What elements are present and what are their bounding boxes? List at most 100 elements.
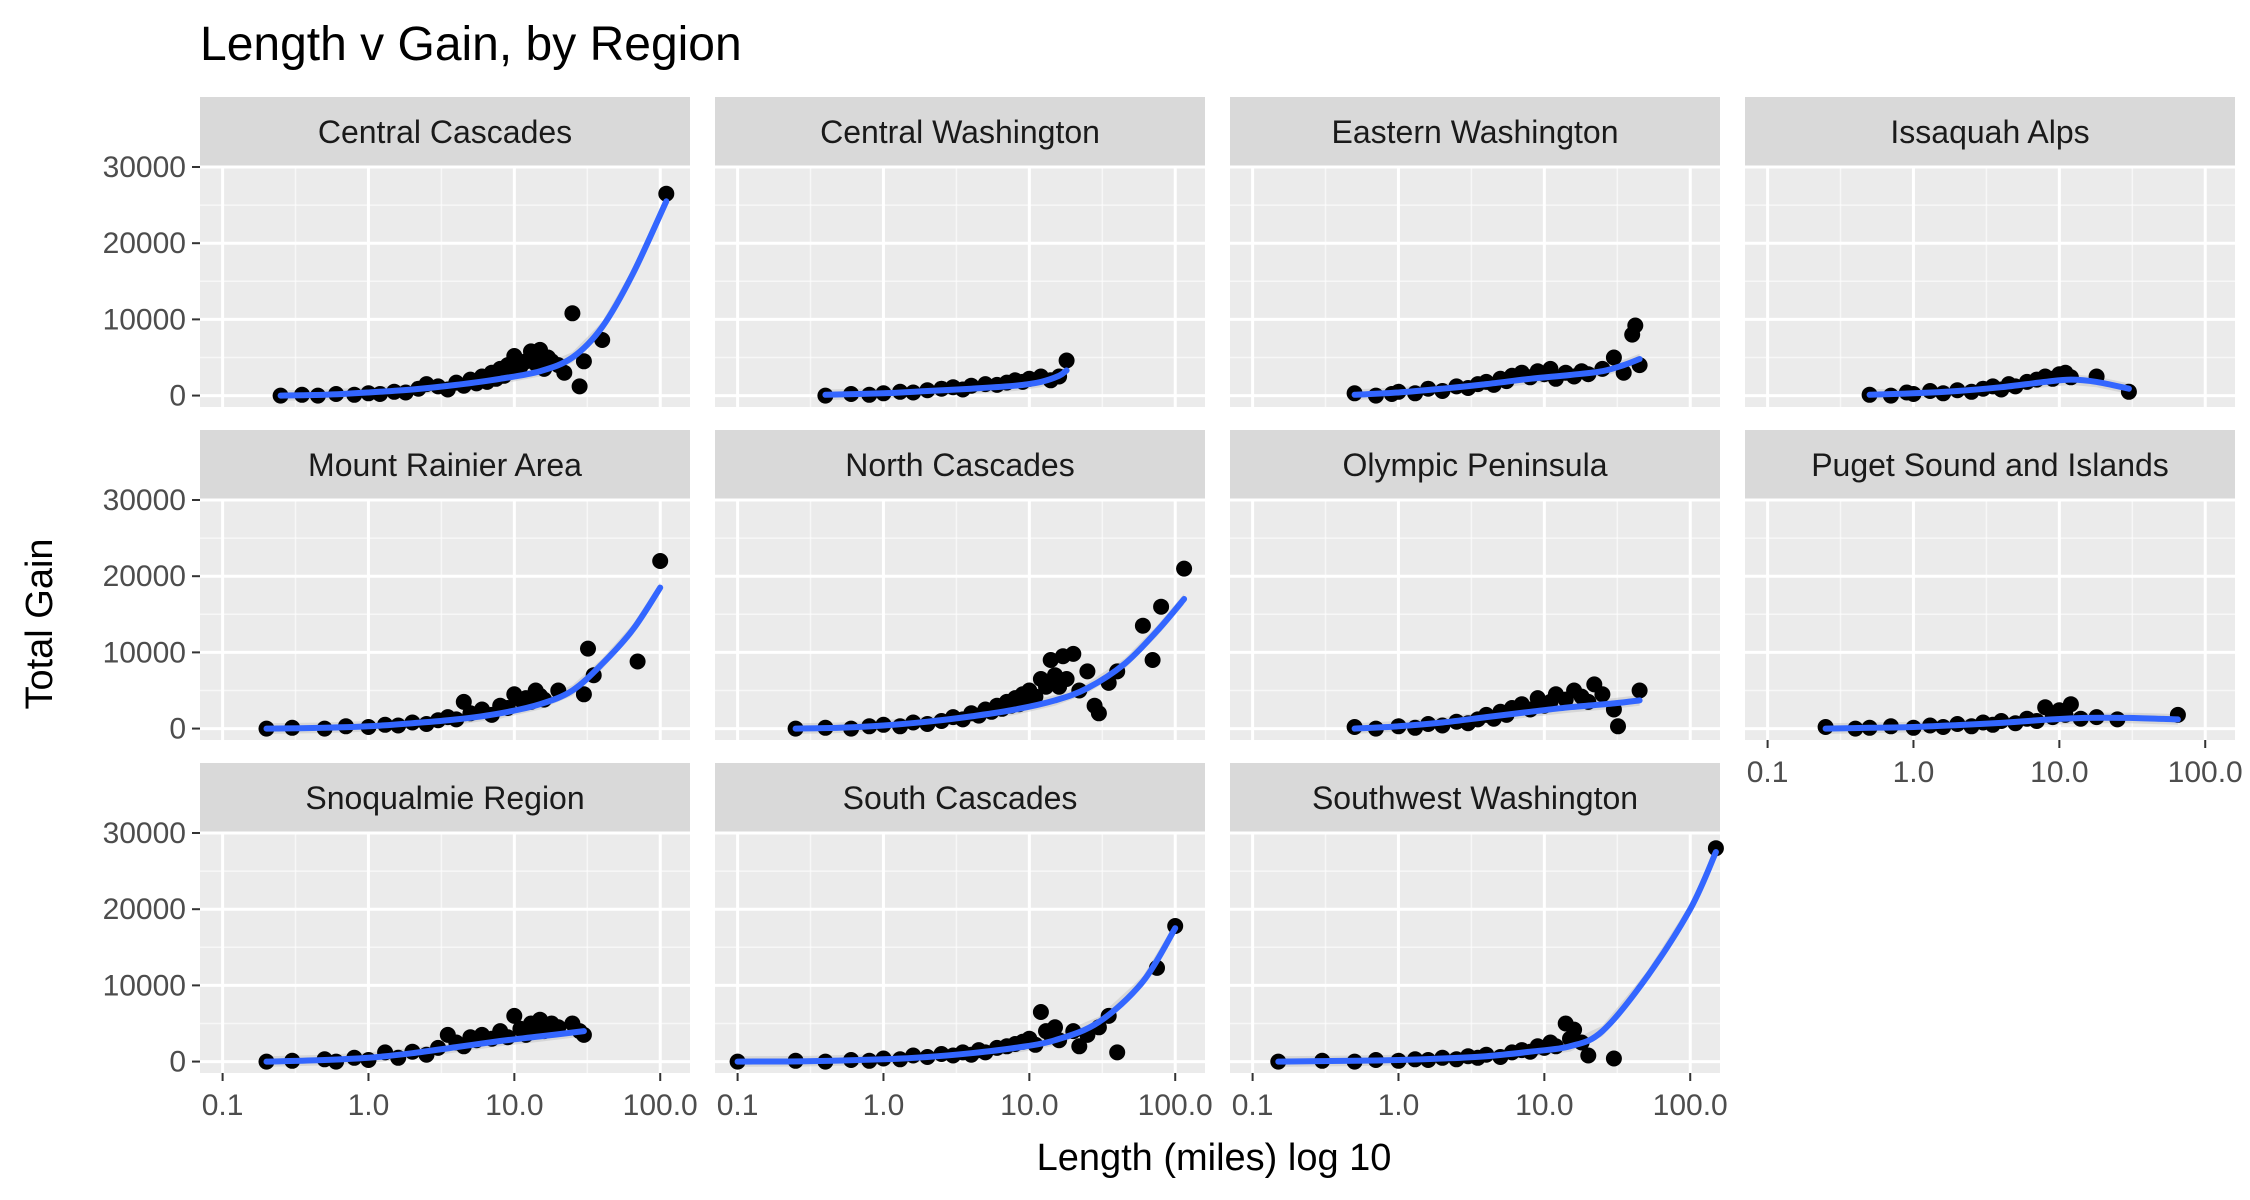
- smooth-line: [277, 198, 670, 399]
- panel-background: [715, 167, 1205, 407]
- data-point: [1058, 352, 1075, 369]
- data-point: [556, 364, 573, 381]
- data-point: [1109, 1044, 1126, 1061]
- strip-label: South Cascades: [843, 780, 1078, 816]
- y-tick-label: 10000: [103, 303, 186, 336]
- strip-label: Puget Sound and Islands: [1811, 447, 2169, 483]
- facet-panel: Issaquah Alps: [1745, 97, 2235, 407]
- data-point: [1090, 705, 1107, 722]
- facet-panel: North Cascades: [715, 430, 1205, 740]
- data-point: [1566, 1021, 1583, 1038]
- panel-background: [1230, 500, 1720, 740]
- data-point: [1027, 688, 1044, 705]
- strip-background: [1745, 97, 2235, 167]
- panel-background: [1230, 833, 1720, 1073]
- x-tick-label: 100.0: [1653, 1089, 1728, 1122]
- y-tick-label: 30000: [103, 817, 186, 850]
- data-point: [575, 353, 592, 370]
- y-axis-title: Total Gain: [19, 538, 61, 709]
- data-point: [1071, 1038, 1088, 1055]
- data-point: [1134, 617, 1151, 634]
- smooth-line: [263, 1028, 587, 1065]
- data-point: [1580, 1047, 1597, 1064]
- y-tick-label: 10000: [103, 636, 186, 669]
- data-point: [1032, 1004, 1049, 1020]
- x-axis-title: Length (miles) log 10: [1037, 1137, 1392, 1179]
- strip-background: [1230, 763, 1720, 833]
- facet-panel: Southwest Washington 0.1 1.0 10.0 100.0: [1230, 763, 1728, 1122]
- y-tick-label: 10000: [103, 969, 186, 1002]
- smooth-line: [1351, 356, 1643, 398]
- data-point: [1594, 686, 1611, 703]
- strip-background: [200, 430, 690, 500]
- data-point: [2062, 696, 2079, 713]
- data-point: [1631, 682, 1648, 699]
- smooth-line: [734, 925, 1179, 1065]
- y-tick-label: 30000: [103, 151, 186, 184]
- smooth-line: [792, 596, 1188, 732]
- smooth-line: [263, 584, 664, 732]
- strip-background: [1745, 430, 2235, 500]
- strip-background: [200, 763, 690, 833]
- y-tick-label: 0: [169, 380, 186, 413]
- x-tick-label: 10.0: [1000, 1089, 1058, 1122]
- data-point: [1079, 663, 1096, 680]
- x-tick-label: 10.0: [485, 1089, 543, 1122]
- x-tick-label: 10.0: [2030, 756, 2088, 789]
- data-point: [1144, 652, 1161, 668]
- strip-background: [200, 97, 690, 167]
- x-tick-label: 10.0: [1515, 1089, 1573, 1122]
- strip-label: North Cascades: [845, 447, 1074, 483]
- data-point: [1042, 652, 1059, 668]
- facet-panel: Puget Sound and Islands 0.1 1.0 10.0 100.0: [1745, 430, 2243, 789]
- data-point: [1176, 560, 1193, 577]
- x-tick-label: 1.0: [1378, 1089, 1420, 1122]
- strip-label: Issaquah Alps: [1890, 114, 2089, 150]
- strip-label: Central Cascades: [318, 114, 572, 150]
- data-point: [575, 686, 592, 703]
- data-point: [1627, 317, 1644, 334]
- data-point: [1153, 598, 1170, 615]
- strip-background: [1230, 430, 1720, 500]
- data-point: [1610, 718, 1626, 735]
- facet-panel: South Cascades 0.1 1.0 10.0 100.0: [715, 763, 1213, 1122]
- x-tick-label: 0.1: [1747, 756, 1789, 789]
- strip-background: [715, 97, 1205, 167]
- smooth-line: [822, 367, 1070, 398]
- strip-label: Mount Rainier Area: [308, 447, 582, 483]
- data-point: [506, 1007, 523, 1024]
- facet-panel: Mount Rainier Area 0 10000 20000 30000: [103, 430, 690, 746]
- data-point: [571, 378, 588, 395]
- y-tick-label: 30000: [103, 484, 186, 517]
- data-point: [1065, 645, 1082, 662]
- panel-background: [715, 500, 1205, 740]
- x-tick-label: 1.0: [348, 1089, 390, 1122]
- strip-background: [715, 763, 1205, 833]
- facet-panel: Eastern Washington: [1230, 97, 1720, 407]
- data-point: [658, 185, 675, 202]
- data-point: [1058, 671, 1075, 687]
- x-tick-label: 0.1: [202, 1089, 244, 1122]
- x-tick-label: 0.1: [1232, 1089, 1274, 1122]
- x-tick-label: 100.0: [2168, 756, 2243, 789]
- smooth-line: [1351, 697, 1643, 732]
- panel-background: [1230, 167, 1720, 407]
- data-point: [1047, 1019, 1063, 1036]
- x-tick-label: 1.0: [863, 1089, 905, 1122]
- facet-panel: Snoqualmie Region 0 10000 20000 30000 0.1 1.0 1…: [103, 763, 698, 1122]
- y-tick-label: 0: [169, 713, 186, 746]
- chart-title: Length v Gain, by Region: [200, 18, 742, 71]
- x-tick-label: 100.0: [1138, 1089, 1213, 1122]
- strip-label: Central Washington: [820, 114, 1100, 150]
- y-tick-label: 20000: [103, 560, 186, 593]
- smooth-line: [1822, 714, 2181, 732]
- facet-panels: Central Cascades 0 10000 20000 30000 Central …: [103, 97, 2243, 1122]
- data-point: [564, 305, 581, 322]
- data-point: [1605, 349, 1622, 366]
- panel-background: [200, 167, 690, 407]
- strip-label: Snoqualmie Region: [305, 780, 584, 816]
- facet-panel: Olympic Peninsula: [1230, 430, 1720, 740]
- data-point: [1605, 1050, 1622, 1067]
- panel-background: [1745, 167, 2235, 407]
- smooth-line: [1275, 849, 1719, 1065]
